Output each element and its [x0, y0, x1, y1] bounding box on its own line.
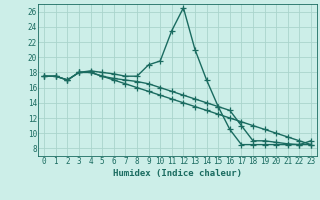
- X-axis label: Humidex (Indice chaleur): Humidex (Indice chaleur): [113, 169, 242, 178]
